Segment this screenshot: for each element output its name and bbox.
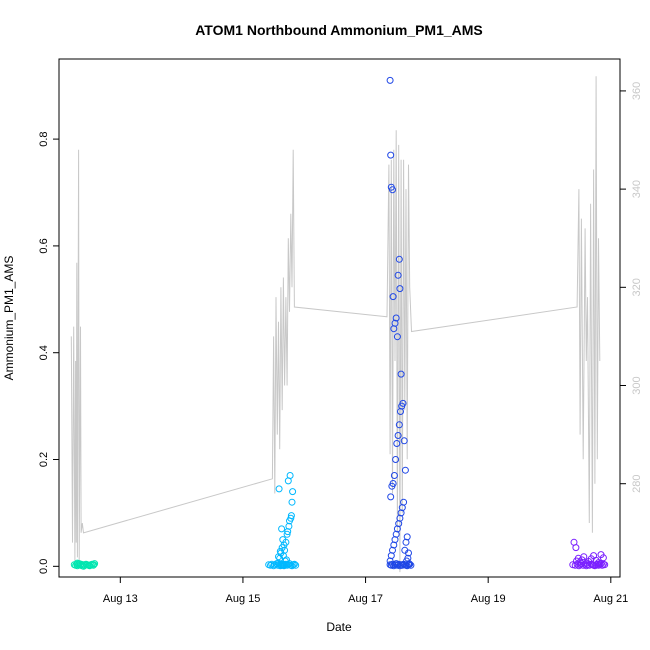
data-point bbox=[392, 314, 400, 322]
data-point bbox=[390, 472, 398, 479]
x-tick-label: Aug 17 bbox=[348, 593, 383, 605]
data-point bbox=[278, 525, 286, 533]
data-point bbox=[389, 186, 396, 194]
data-point bbox=[572, 544, 580, 552]
data-point bbox=[387, 151, 395, 159]
data-point bbox=[292, 561, 300, 569]
data-point bbox=[287, 514, 295, 522]
data-point bbox=[592, 556, 600, 564]
data-point bbox=[86, 561, 94, 569]
data-point bbox=[281, 557, 289, 565]
y-tick-label: 0.0 bbox=[38, 559, 50, 574]
y-tick-label: 0.4 bbox=[38, 345, 50, 360]
data-point bbox=[391, 536, 399, 544]
data-point bbox=[389, 293, 397, 301]
y-tick-label: 0.2 bbox=[38, 452, 50, 467]
x-tick-label: Aug 15 bbox=[225, 593, 260, 605]
data-point bbox=[288, 498, 296, 506]
y-axis-left: 0.0 0.2 0.4 0.6 0.8 bbox=[38, 131, 59, 574]
data-point bbox=[394, 271, 402, 279]
data-point bbox=[280, 541, 288, 549]
data-point bbox=[401, 466, 409, 474]
y2-tick-label: 280 bbox=[631, 475, 643, 493]
y-tick-label: 0.6 bbox=[38, 238, 50, 253]
x-axis-label: Date bbox=[326, 620, 352, 634]
x-axis: Aug 13 Aug 15 Aug 17 Aug 19 Aug 21 bbox=[103, 577, 628, 605]
y2-tick-label: 360 bbox=[631, 82, 643, 100]
data-point bbox=[394, 432, 402, 439]
data-point bbox=[287, 512, 295, 520]
y2-tick-label: 340 bbox=[631, 180, 643, 198]
data-point bbox=[580, 553, 588, 561]
line-series bbox=[70, 76, 601, 573]
y2-tick-label: 300 bbox=[631, 376, 643, 394]
y-tick-label: 0.8 bbox=[38, 131, 50, 146]
data-point bbox=[290, 560, 298, 568]
series-line bbox=[70, 76, 601, 573]
data-point bbox=[267, 561, 274, 569]
data-point bbox=[405, 549, 412, 557]
data-point bbox=[275, 553, 282, 561]
data-point bbox=[397, 509, 405, 517]
scatter-points bbox=[70, 76, 609, 570]
plot-frame bbox=[58, 58, 621, 578]
data-point bbox=[73, 559, 81, 567]
data-point bbox=[91, 560, 99, 568]
data-point bbox=[407, 561, 415, 569]
data-point bbox=[275, 485, 283, 493]
data-point bbox=[395, 255, 403, 263]
y-axis-label: Ammonium_PM1_AMS bbox=[2, 256, 16, 381]
data-point bbox=[399, 399, 407, 407]
data-point bbox=[400, 437, 408, 445]
data-point bbox=[601, 561, 609, 569]
data-point bbox=[393, 333, 401, 341]
data-point bbox=[405, 560, 413, 568]
data-point bbox=[285, 522, 293, 530]
data-point bbox=[404, 554, 412, 562]
data-point bbox=[284, 528, 292, 536]
data-point bbox=[283, 556, 290, 564]
data-point bbox=[286, 472, 294, 479]
data-point bbox=[90, 561, 98, 569]
chart-title: ATOM1 Northbound Ammonium_PM1_AMS bbox=[195, 22, 483, 38]
data-point bbox=[387, 552, 395, 560]
data-point bbox=[403, 533, 411, 541]
data-point bbox=[281, 546, 289, 554]
data-point bbox=[393, 440, 401, 447]
data-point bbox=[599, 554, 607, 562]
data-point bbox=[395, 520, 403, 528]
y2-tick-label: 320 bbox=[631, 278, 643, 296]
data-point bbox=[392, 456, 400, 463]
data-point bbox=[395, 421, 403, 429]
data-point bbox=[289, 488, 297, 496]
data-point bbox=[396, 285, 404, 293]
x-tick-label: Aug 21 bbox=[593, 593, 628, 605]
data-point bbox=[400, 498, 408, 506]
data-point bbox=[389, 480, 397, 487]
data-point bbox=[595, 559, 602, 567]
data-point bbox=[386, 76, 394, 84]
data-point bbox=[89, 561, 97, 569]
y-axis-right: 280 300 320 340 360 bbox=[620, 82, 643, 493]
data-point bbox=[391, 319, 399, 327]
data-point bbox=[387, 493, 395, 501]
x-tick-label: Aug 13 bbox=[103, 593, 138, 605]
x-tick-label: Aug 19 bbox=[471, 593, 506, 605]
data-point bbox=[397, 370, 405, 378]
data-point bbox=[283, 530, 291, 538]
